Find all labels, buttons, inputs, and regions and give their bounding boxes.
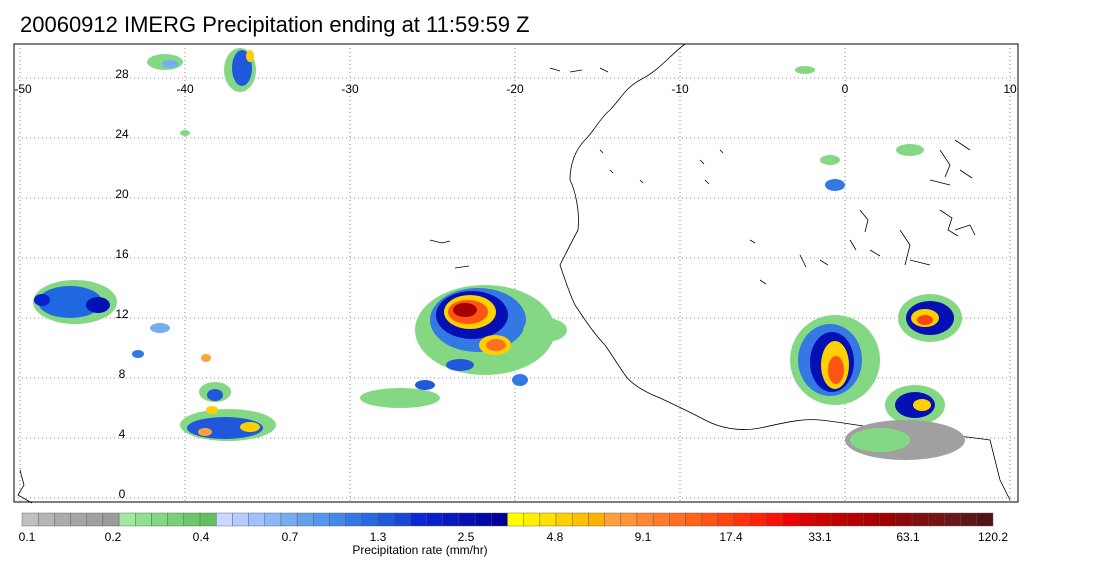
latitude-label: 12 xyxy=(115,307,129,321)
colorbar-swatch xyxy=(588,512,605,527)
colorbar-swatch xyxy=(766,512,783,527)
colorbar-swatch xyxy=(685,512,702,527)
colorbar-swatch xyxy=(458,512,476,527)
colorbar-tick-label: 0.4 xyxy=(192,530,210,544)
colorbar-swatch xyxy=(313,512,330,527)
colorbar-swatch xyxy=(410,512,427,527)
colorbar-swatch xyxy=(248,512,265,527)
colorbar-swatch xyxy=(394,512,411,527)
colorbar-swatch xyxy=(928,512,945,527)
colorbar-swatch xyxy=(442,512,460,527)
colorbar-swatch xyxy=(960,512,978,527)
colorbar-tick-label: 63.1 xyxy=(896,530,920,544)
colorbar-swatch xyxy=(361,512,379,527)
longitude-label: -40 xyxy=(176,82,194,96)
longitude-label: -30 xyxy=(341,82,359,96)
colorbar-swatch xyxy=(539,512,557,527)
colorbar-swatch xyxy=(847,512,864,527)
latitude-label: 8 xyxy=(119,367,126,381)
colorbar-swatch xyxy=(474,512,492,527)
latitude-label: 28 xyxy=(115,67,129,81)
colorbar-swatch xyxy=(167,512,185,527)
colorbar-swatch xyxy=(572,512,589,527)
colorbar-swatch xyxy=(911,512,929,527)
colorbar-swatch xyxy=(669,512,686,527)
colorbar-swatch xyxy=(183,512,201,527)
longitude-label: -50 xyxy=(14,82,32,96)
latitude-labels: 28 24 20 16 12 8 4 0 xyxy=(115,67,129,501)
precipitation-cells xyxy=(33,48,965,460)
colorbar-tick-label: 2.5 xyxy=(457,530,475,544)
colorbar-swatch xyxy=(151,512,168,527)
colorbar-swatch xyxy=(86,512,104,527)
longitude-labels: -50 -40 -30 -20 -10 0 10 xyxy=(14,82,1017,96)
colorbar-swatch xyxy=(377,512,395,527)
colorbar-swatch xyxy=(426,512,443,527)
colorbar-swatch xyxy=(701,512,719,527)
colorbar-swatch xyxy=(652,512,670,527)
colorbar-tick-label: 0.7 xyxy=(281,530,299,544)
colorbar-swatch xyxy=(345,512,363,527)
colorbar-swatch xyxy=(555,512,573,527)
colorbar-swatch xyxy=(21,512,39,527)
colorbar-swatch xyxy=(863,512,880,527)
colorbar xyxy=(21,512,994,527)
colorbar-tick-label: 33.1 xyxy=(808,530,832,544)
colorbar-swatch xyxy=(814,512,832,527)
colorbar-swatch xyxy=(733,512,751,527)
colorbar-tick-label: 17.4 xyxy=(719,530,743,544)
colorbar-tick-label: 0.1 xyxy=(18,530,36,544)
latitude-label: 0 xyxy=(119,487,126,501)
colorbar-swatch xyxy=(604,512,621,527)
longitude-label: 0 xyxy=(842,82,849,96)
colorbar-swatch xyxy=(199,512,217,527)
colorbar-tick-label: 120.2 xyxy=(977,530,1009,544)
colorbar-swatch xyxy=(944,512,961,527)
colorbar-swatch xyxy=(70,512,87,527)
colorbar-swatch xyxy=(102,512,120,527)
colorbar-swatch xyxy=(636,512,654,527)
colorbar-swatch xyxy=(232,512,249,527)
colorbar-swatch xyxy=(264,512,282,527)
colorbar-tick-label: 4.8 xyxy=(546,530,564,544)
colorbar-swatch xyxy=(280,512,298,527)
colorbar-swatch xyxy=(523,512,541,527)
colorbar-swatch xyxy=(215,512,233,527)
colorbar-swatch xyxy=(329,512,346,527)
colorbar-swatch xyxy=(296,512,314,527)
longitude-label: 10 xyxy=(1003,82,1017,96)
colorbar-swatch xyxy=(750,512,767,527)
colorbar-swatch xyxy=(782,512,799,527)
longitude-label: -20 xyxy=(506,82,524,96)
colorbar-swatch xyxy=(118,512,136,527)
map-title: 20060912 IMERG Precipitation ending at 1… xyxy=(20,12,530,37)
colorbar-swatch xyxy=(717,512,735,527)
longitude-label: -10 xyxy=(671,82,689,96)
colorbar-swatch xyxy=(895,512,913,527)
latitude-label: 4 xyxy=(119,427,126,441)
colorbar-swatch xyxy=(54,512,71,527)
colorbar-swatch xyxy=(135,512,152,527)
latitude-label: 16 xyxy=(115,247,129,261)
colorbar-tick-label: 0.2 xyxy=(104,530,122,544)
colorbar-tick-label: 1.3 xyxy=(369,530,387,544)
coastline xyxy=(17,43,1011,504)
colorbar-swatch xyxy=(37,512,55,527)
colorbar-tick-label: 9.1 xyxy=(634,530,652,544)
colorbar-swatch xyxy=(491,512,508,527)
latitude-label: 24 xyxy=(115,127,129,141)
colorbar-swatch xyxy=(879,512,897,527)
latitude-label: 20 xyxy=(115,187,129,201)
colorbar-swatch xyxy=(976,512,994,527)
colorbar-swatch xyxy=(620,512,638,527)
colorbar-swatch xyxy=(507,512,524,527)
colorbar-title: Precipitation rate (mm/hr) xyxy=(352,543,488,557)
colorbar-swatch xyxy=(798,512,816,527)
colorbar-swatch xyxy=(830,512,848,527)
